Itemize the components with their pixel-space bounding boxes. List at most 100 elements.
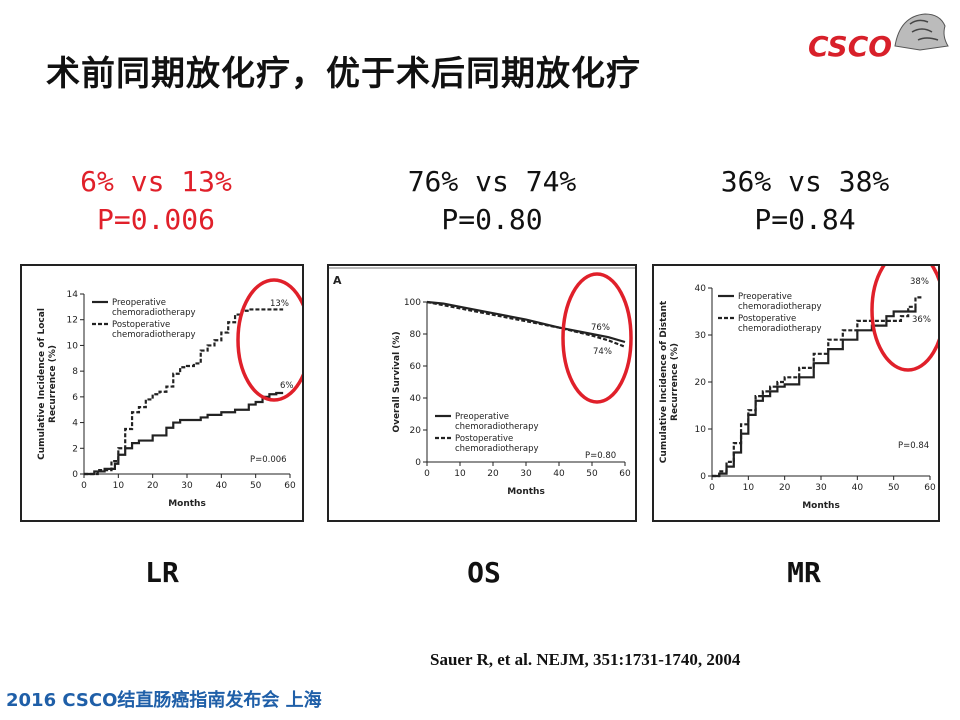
stat-block-lr: 6% vs 13% P=0.006 — [6, 163, 306, 239]
slide-title: 术前同期放化疗，优于术后同期放化疗 — [46, 54, 641, 94]
x-tick-label: 60 — [924, 483, 936, 493]
panel-letter: A — [333, 274, 342, 287]
legend-label: Postoperative — [112, 320, 170, 330]
legend-label: chemoradiotherapy — [738, 324, 822, 334]
stat-block-os: 76% vs 74% P=0.80 — [342, 163, 642, 239]
endpoint-label-mr: MR — [787, 556, 821, 589]
logo-text: CSCO — [808, 30, 892, 63]
y-axis-label: Cumulative Incidence of Distant Recurrenc… — [659, 300, 680, 463]
highlight-ellipse — [236, 278, 302, 402]
comparison-mr: 36% vs 38% — [720, 165, 890, 198]
footer-text: 2016 CSCO结直肠癌指南发布会 上海 — [6, 690, 322, 711]
y-tick-label: 12 — [67, 316, 78, 326]
legend-label: Postoperative — [455, 434, 513, 444]
p-value-os: P=0.80 — [441, 203, 543, 236]
legend-label: chemoradiotherapy — [455, 422, 539, 432]
legend-label: Preoperative — [112, 298, 166, 308]
inset-p-value: P=0.80 — [585, 451, 616, 461]
x-tick-label: 10 — [113, 481, 125, 491]
y-tick-label: 6 — [72, 393, 78, 403]
x-tick-label: 60 — [619, 469, 631, 479]
y-tick-label: 20 — [410, 426, 422, 436]
y-axis-label-line: Recurrence (%) — [670, 343, 680, 421]
x-tick-label: 10 — [743, 483, 755, 493]
legend-label: Postoperative — [738, 314, 796, 324]
y-tick-label: 8 — [72, 367, 78, 377]
x-tick-label: 0 — [709, 483, 715, 493]
end-percent-label: 13% — [270, 299, 289, 309]
series-line-preoperative — [426, 300, 626, 344]
p-value-lr: P=0.006 — [96, 203, 215, 236]
comparison-os: 76% vs 74% — [407, 165, 577, 198]
x-tick-label: 20 — [487, 469, 499, 479]
series-line-postoperative — [84, 308, 284, 476]
y-tick-label: 2 — [72, 444, 78, 454]
y-tick-label: 40 — [410, 394, 422, 404]
highlight-ellipse — [870, 266, 938, 372]
y-axis-label-line: Recurrence (%) — [48, 345, 58, 423]
citation: Sauer R, et al. NEJM, 351:1731-1740, 200… — [430, 650, 741, 669]
y-tick-label: 14 — [67, 290, 79, 300]
y-axis-label-line: Cumulative Incidence of Local — [37, 308, 47, 460]
x-axis-label: Months — [802, 501, 840, 511]
inset-p-value: P=0.006 — [250, 455, 287, 465]
x-tick-label: 40 — [216, 481, 228, 491]
end-percent-label: 38% — [910, 277, 929, 287]
chart-panel-os: A 0 10 20 30 40 50 60 0 20 40 60 80 100 Months Overall … — [327, 264, 637, 522]
y-axis-label: Cumulative Incidence of Local Recurrence … — [37, 308, 58, 460]
x-tick-label: 10 — [454, 469, 466, 479]
end-percent-label: 6% — [280, 381, 294, 391]
y-tick-label: 60 — [410, 362, 422, 372]
end-percent-label: 74% — [593, 347, 612, 357]
series-line-preoperative — [84, 391, 284, 476]
y-tick-label: 20 — [695, 378, 707, 388]
x-tick-label: 30 — [520, 469, 532, 479]
chart-os: A 0 10 20 30 40 50 60 0 20 40 60 80 100 Months Overall … — [329, 267, 635, 497]
y-tick-label: 0 — [415, 458, 421, 468]
x-tick-label: 50 — [250, 481, 262, 491]
y-tick-label: 4 — [72, 419, 78, 429]
series-line-preoperative — [712, 306, 917, 478]
x-tick-label: 50 — [888, 483, 900, 493]
legend-label: chemoradiotherapy — [112, 330, 196, 340]
y-tick-label: 10 — [695, 425, 707, 435]
legend-label: chemoradiotherapy — [455, 444, 539, 454]
y-tick-label: 100 — [404, 298, 421, 308]
series-line-postoperative — [712, 296, 923, 478]
legend-label: Preoperative — [455, 412, 509, 422]
legend-label: chemoradiotherapy — [112, 308, 196, 318]
chart-panel-lr: 0 10 20 30 40 50 60 0 2 4 6 8 10 12 14 Months Cumulative… — [20, 264, 304, 522]
x-tick-label: 40 — [553, 469, 565, 479]
y-axis-label: Overall Survival (%) — [392, 331, 402, 432]
x-tick-label: 50 — [586, 469, 598, 479]
p-value-mr: P=0.84 — [754, 203, 856, 236]
y-tick-label: 40 — [695, 284, 707, 294]
y-tick-label: 80 — [410, 330, 422, 340]
y-tick-label: 0 — [700, 472, 706, 482]
chart-lr: 0 10 20 30 40 50 60 0 2 4 6 8 10 12 14 Months Cumulative… — [37, 278, 302, 509]
x-tick-label: 40 — [852, 483, 864, 493]
x-tick-label: 30 — [815, 483, 827, 493]
x-tick-label: 0 — [424, 469, 430, 479]
y-tick-label: 10 — [67, 341, 79, 351]
end-percent-label: 76% — [591, 323, 610, 333]
x-tick-label: 30 — [181, 481, 193, 491]
endpoint-label-lr: LR — [145, 556, 179, 589]
stat-block-mr: 36% vs 38% P=0.84 — [655, 163, 955, 239]
x-axis-label: Months — [168, 499, 206, 509]
y-tick-label: 30 — [695, 331, 707, 341]
y-axis-label-line: Overall Survival (%) — [392, 331, 402, 432]
x-tick-label: 0 — [81, 481, 87, 491]
endpoint-label-os: OS — [467, 556, 501, 589]
highlight-ellipse — [561, 272, 633, 404]
chart-mr: 0 10 20 30 40 50 60 0 10 20 30 40 Months Cumulative I… — [659, 266, 938, 511]
comparison-lr: 6% vs 13% — [80, 165, 232, 198]
chart-panel-mr: 0 10 20 30 40 50 60 0 10 20 30 40 Months Cumulative I… — [652, 264, 940, 522]
x-axis-label: Months — [507, 487, 545, 497]
y-tick-label: 0 — [72, 470, 78, 480]
inset-p-value: P=0.84 — [898, 441, 929, 451]
y-axis-label-line: Cumulative Incidence of Distant — [659, 300, 669, 463]
x-tick-label: 60 — [284, 481, 296, 491]
csco-logo: CSCO — [800, 6, 950, 66]
x-tick-label: 20 — [779, 483, 791, 493]
